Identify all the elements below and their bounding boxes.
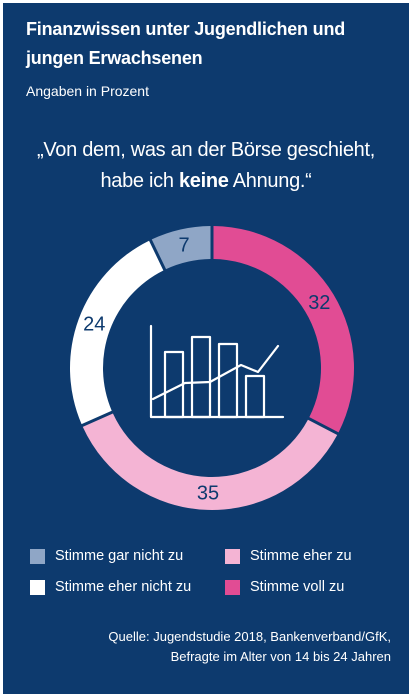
legend-label: Stimme eher nicht zu — [55, 579, 192, 595]
question-line-1: „Von dem, was an der Börse geschieht, — [37, 139, 375, 161]
question-line-2: habe ich keine Ahnung.“ — [3, 166, 409, 197]
legend-swatch — [30, 579, 45, 595]
legend-label: Stimme gar nicht zu — [55, 548, 184, 564]
source-note: Quelle: Jugendstudie 2018, Bankenverband… — [108, 627, 391, 667]
legend-swatch — [225, 579, 240, 595]
source-line-2: Befragte im Alter von 14 bis 24 Jahren — [170, 649, 391, 664]
infographic-card: Finanzwissen unter Jugendlichen und jung… — [3, 3, 409, 694]
donut-slice-labels: 32 35 24 7 — [83, 235, 330, 505]
slice-value-label: 35 — [197, 482, 219, 504]
source-line-1: Quelle: Jugendstudie 2018, Bankenverband… — [108, 629, 391, 644]
donut-slice-stimme-gar-nicht-zu — [151, 226, 211, 270]
question-emphasis: keine — [178, 170, 229, 192]
donut-slice-stimme-eher-zu — [82, 413, 338, 510]
legend-label: Stimme voll zu — [250, 579, 345, 595]
donut-slice-stimme-eher-nicht-zu — [69, 240, 164, 425]
chart-title: Finanzwissen unter Jugendlichen und jung… — [26, 19, 346, 68]
legend-item-voll-zu: Stimme voll zu — [225, 576, 344, 598]
legend-swatch — [30, 548, 45, 564]
legend-item-gar-nicht-zu: Stimme gar nicht zu — [30, 545, 183, 567]
legend-item-eher-nicht-zu: Stimme eher nicht zu — [30, 576, 191, 598]
question-line-2-post: Ahnung.“ — [228, 170, 312, 192]
question-line-2-pre: habe ich — [100, 170, 179, 192]
chart-subtitle: Angaben in Prozent — [26, 83, 149, 99]
donut-slice-stimme-voll-zu — [213, 226, 354, 433]
bar-line-chart-icon — [149, 324, 285, 419]
legend-swatch — [225, 548, 240, 564]
slice-value-label: 24 — [83, 314, 105, 336]
legend-item-eher-zu: Stimme eher zu — [225, 545, 352, 567]
donut-chart: 32 35 24 7 — [69, 226, 354, 510]
donut-slices — [69, 226, 354, 510]
slice-value-label: 32 — [308, 292, 330, 314]
legend-label: Stimme eher zu — [250, 548, 352, 564]
slice-value-label: 7 — [179, 235, 190, 257]
survey-question: „Von dem, was an der Börse geschieht, ha… — [3, 135, 409, 197]
